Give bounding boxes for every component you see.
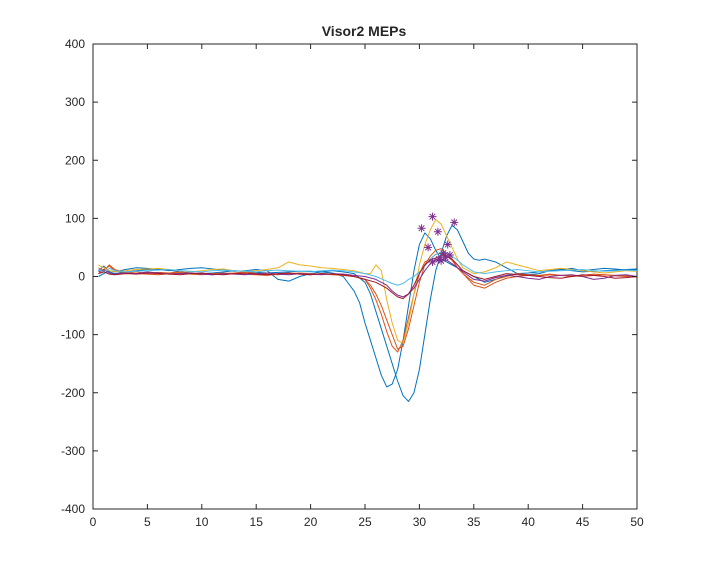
y-tick-label: -100: [61, 328, 85, 342]
series-line-6: [98, 258, 637, 298]
series-line-5: [98, 219, 637, 344]
marker-layer: [417, 212, 459, 266]
x-tick-label: 45: [576, 515, 590, 529]
peak-marker: [428, 257, 437, 266]
y-axis: -400 -300 -200 -100 0 100 200 300 400: [61, 37, 637, 516]
x-tick-label: 25: [358, 515, 372, 529]
x-axis: 0 5 10 15 20 25 30 35 40 45 50: [90, 44, 644, 529]
x-tick-label: 50: [630, 515, 644, 529]
peak-marker: [443, 240, 452, 249]
x-tick-label: 30: [413, 515, 427, 529]
x-tick-label: 20: [304, 515, 318, 529]
peak-marker: [437, 256, 446, 265]
x-tick-label: 15: [250, 515, 264, 529]
y-tick-label: 100: [65, 211, 85, 225]
series-layer: [98, 219, 637, 402]
x-tick-label: 0: [90, 515, 97, 529]
y-tick-label: 0: [78, 270, 85, 284]
chart-title: Visor2 MEPs: [322, 23, 407, 39]
y-tick-label: 400: [65, 37, 85, 51]
peak-marker: [445, 250, 454, 259]
peak-marker: [433, 227, 442, 236]
series-line-8: [98, 255, 637, 300]
y-tick-label: 300: [65, 95, 85, 109]
x-tick-label: 10: [195, 515, 209, 529]
peak-marker: [439, 249, 448, 258]
y-tick-label: -200: [61, 386, 85, 400]
peak-marker: [424, 243, 433, 252]
plot-area: [92, 43, 638, 510]
x-tick-label: 35: [467, 515, 481, 529]
y-tick-label: -400: [61, 502, 85, 516]
peak-marker: [450, 218, 459, 227]
y-tick-label: -300: [61, 444, 85, 458]
x-tick-label: 5: [144, 515, 151, 529]
peak-marker: [428, 212, 437, 221]
x-tick-label: 40: [522, 515, 536, 529]
series-line-7: [98, 251, 637, 286]
y-tick-label: 200: [65, 153, 85, 167]
peak-marker: [417, 224, 426, 233]
